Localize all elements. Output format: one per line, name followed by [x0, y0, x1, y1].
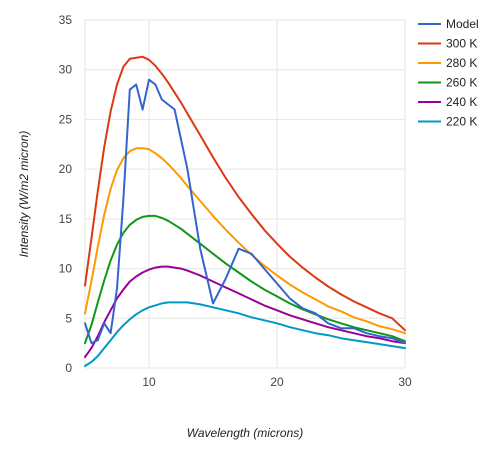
legend-label: 280 K — [446, 56, 477, 70]
y-tick-label: 5 — [65, 311, 72, 325]
legend-item-260-k: 260 K — [418, 76, 477, 90]
series-line-280-k — [84, 147, 406, 335]
y-tick-label: 35 — [59, 13, 73, 27]
x-tick-label: 10 — [142, 375, 156, 389]
series-line-model — [84, 78, 406, 345]
series-line-220-k — [84, 301, 406, 367]
x-tick-label: 30 — [398, 375, 412, 389]
y-axis-ticks: 0 5 10 15 20 25 30 35 — [59, 13, 73, 375]
legend-label: 240 K — [446, 95, 477, 109]
legend-label: Model — [446, 17, 479, 31]
legend-item-model: Model — [418, 17, 479, 31]
plot-area — [84, 55, 406, 367]
y-tick-label: 30 — [59, 63, 73, 77]
legend-item-280-k: 280 K — [418, 56, 477, 70]
y-axis-title: Intensity (W/m2 micron) — [17, 131, 31, 258]
y-tick-label: 0 — [65, 361, 72, 375]
series-line-300-k — [84, 55, 406, 332]
legend-label: 260 K — [446, 76, 477, 90]
legend-item-240-k: 240 K — [418, 95, 477, 109]
y-tick-label: 20 — [59, 162, 73, 176]
x-axis-title: Wavelength (microns) — [187, 426, 303, 440]
legend-item-220-k: 220 K — [418, 115, 477, 129]
y-tick-label: 25 — [59, 112, 73, 126]
legend: Model 300 K 280 K 260 K 240 K 220 K — [418, 17, 479, 129]
x-axis-ticks: 10 20 30 — [142, 375, 412, 389]
x-tick-label: 20 — [270, 375, 284, 389]
legend-label: 300 K — [446, 37, 477, 51]
series-line-240-k — [84, 265, 406, 359]
grid — [84, 19, 406, 369]
legend-label: 220 K — [446, 115, 477, 129]
y-tick-label: 15 — [59, 212, 73, 226]
y-tick-label: 10 — [59, 262, 73, 276]
legend-item-300-k: 300 K — [418, 37, 477, 51]
